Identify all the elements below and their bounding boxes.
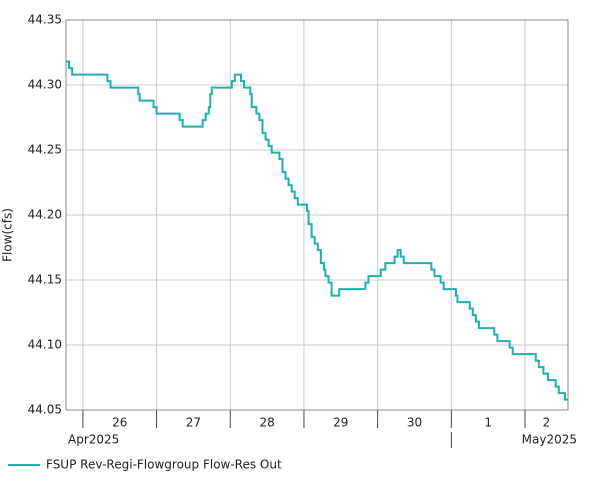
- x-tick-label: 26: [112, 416, 127, 430]
- y-axis-label: Flow(cfs): [1, 208, 15, 262]
- data-line: [66, 60, 568, 401]
- plot-border: [65, 19, 569, 411]
- x-tick-label: 30: [407, 416, 422, 430]
- y-tick-label: 44.20: [28, 208, 62, 222]
- y-tick-label: 44.10: [28, 338, 62, 352]
- x-tick-label: 27: [186, 416, 201, 430]
- x-tick-label: 28: [259, 416, 274, 430]
- x-group-label: May2025: [522, 433, 577, 447]
- x-tick-label: 1: [484, 416, 492, 430]
- x-tick-label: 29: [333, 416, 348, 430]
- y-tick-label: 44.25: [28, 143, 62, 157]
- y-tick-label: 44.30: [28, 78, 62, 92]
- y-tick-label: 44.05: [28, 403, 62, 417]
- y-tick-label: 44.35: [28, 13, 62, 27]
- x-tick-label: 2: [543, 416, 551, 430]
- x-group-label: Apr2025: [68, 433, 119, 447]
- y-tick-label: 44.15: [28, 273, 62, 287]
- legend-label: FSUP Rev-Regi-Flowgroup Flow-Res Out: [46, 458, 282, 472]
